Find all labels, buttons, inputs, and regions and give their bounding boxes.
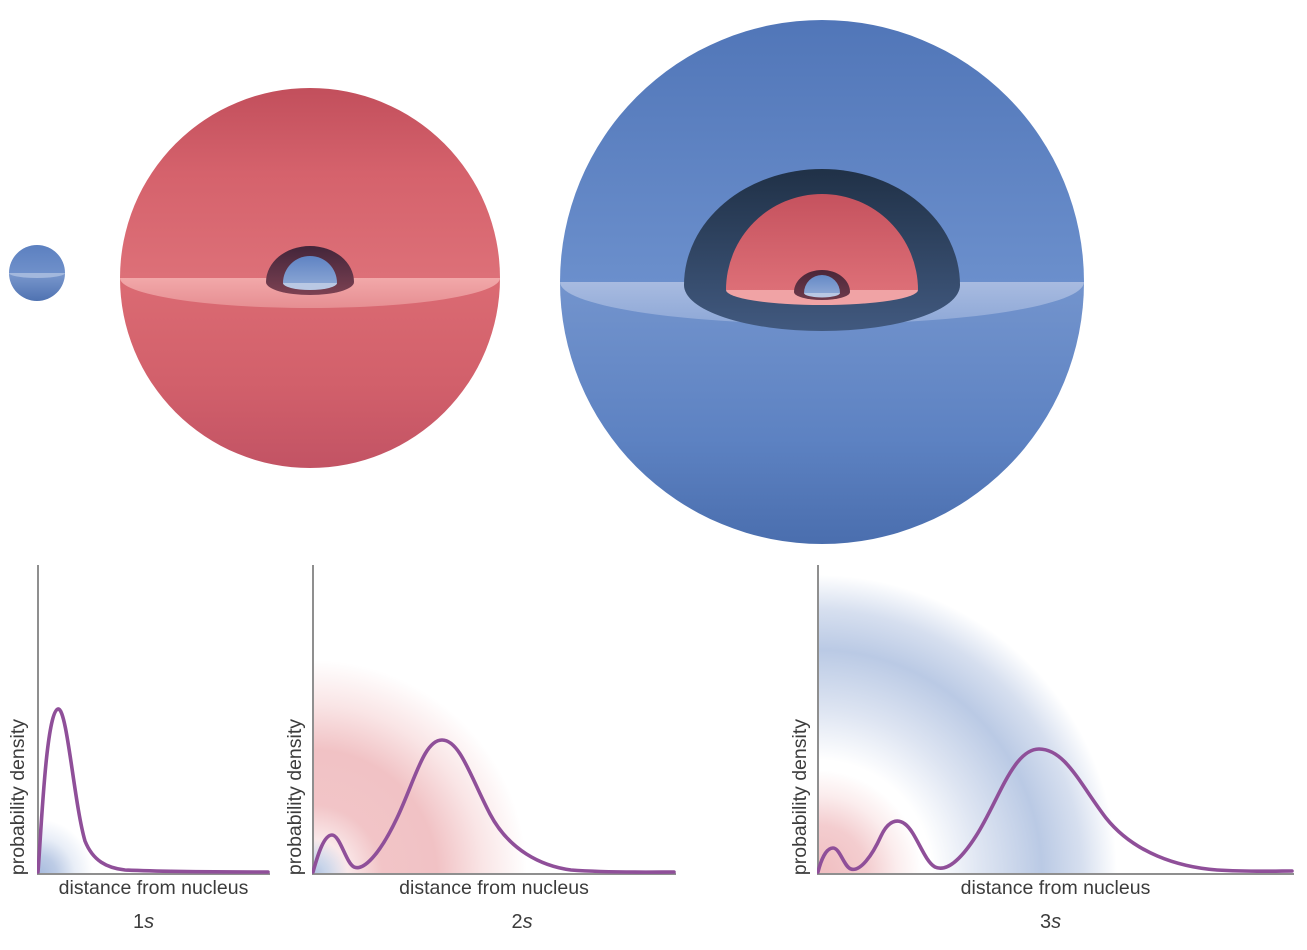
x-axis-title-2s: distance from nucleus (399, 877, 589, 899)
orbital-3s-sphere-graphic (560, 20, 1084, 544)
orbital-label-2s: 2s (340, 911, 704, 934)
sphere-bottom-hemisphere (9, 273, 65, 301)
x-axis-title-3s: distance from nucleus (960, 877, 1151, 899)
y-axis-title-3s: probability density (784, 565, 816, 875)
y-axis-title-text: probability density (788, 718, 811, 875)
inner-1s-core-cut-plane (804, 293, 840, 298)
orbital-label-letter: s (1051, 911, 1062, 933)
plot-3s-graphic (817, 565, 1294, 875)
orbital-label-letter: s (522, 911, 533, 933)
y-axis-title-text: probability density (6, 718, 29, 875)
y-axis-title-1s: probability density (2, 565, 34, 875)
sphere-top-dome (560, 20, 1084, 282)
orbital-1s-sphere-graphic (9, 245, 65, 301)
orbital-label-1s: 1s (27, 911, 260, 934)
sphere-bottom-hemisphere (120, 278, 500, 468)
orbital-label-3s: 3s (812, 911, 1289, 934)
probability-curve-2s (312, 738, 676, 874)
probability-curve-3s (817, 747, 1294, 874)
plot-2s (312, 565, 676, 875)
electron-density-shading-3s (817, 565, 1294, 875)
orbital-label-number: 3 (1039, 911, 1052, 933)
orbital-1s-sphere (8, 244, 66, 302)
x-axis-title-1s: distance from nucleus (58, 877, 249, 899)
orbital-2s-sphere (118, 86, 502, 470)
plot-1s (37, 565, 270, 875)
electron-density-shading-1s (37, 565, 270, 875)
inner-1s-core-dome (283, 256, 337, 283)
orbital-label-letter: s (144, 911, 155, 933)
orbital-label-number: 1 (132, 911, 145, 933)
sphere-cut-plane (9, 273, 65, 278)
orbital-2s-sphere-graphic (120, 88, 500, 468)
y-axis-title-2s: probability density (279, 565, 311, 875)
orbital-label-number: 2 (511, 911, 523, 933)
inner-2s-shell-dome (726, 194, 918, 290)
inner-1s-core-cut-plane (283, 283, 337, 290)
y-axis-title-text: probability density (283, 718, 306, 875)
plot-2s-graphic (312, 565, 676, 875)
probability-curve-1s (37, 707, 270, 874)
plot-3s (817, 565, 1294, 875)
sphere-top-dome (120, 88, 500, 278)
sphere-bottom-hemisphere (560, 282, 1084, 544)
sphere-top-dome (9, 245, 65, 273)
orbital-3s-sphere (558, 18, 1086, 546)
plot-1s-graphic (37, 565, 270, 875)
inner-1s-core-dome (804, 275, 840, 293)
